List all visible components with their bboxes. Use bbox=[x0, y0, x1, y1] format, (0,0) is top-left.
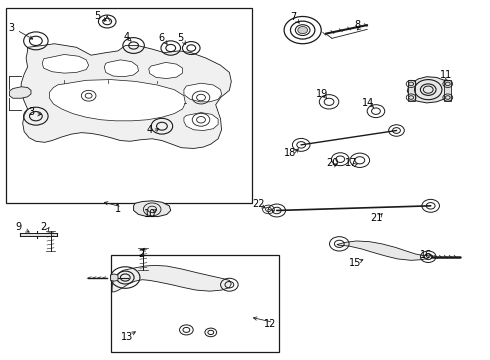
Text: 18: 18 bbox=[284, 148, 296, 158]
Bar bbox=[111, 255, 279, 352]
Polygon shape bbox=[149, 62, 182, 78]
Text: 15: 15 bbox=[349, 258, 361, 268]
Text: 3: 3 bbox=[8, 23, 15, 33]
Circle shape bbox=[298, 27, 308, 34]
Polygon shape bbox=[337, 241, 428, 260]
Text: 13: 13 bbox=[121, 332, 133, 342]
Text: 19: 19 bbox=[316, 89, 328, 99]
Text: 11: 11 bbox=[440, 70, 452, 80]
Text: 16: 16 bbox=[419, 250, 432, 260]
Polygon shape bbox=[21, 44, 231, 148]
Polygon shape bbox=[104, 60, 139, 77]
Text: 10: 10 bbox=[144, 209, 156, 219]
Polygon shape bbox=[112, 265, 231, 292]
Text: 22: 22 bbox=[252, 199, 265, 210]
Bar bbox=[5, 8, 252, 203]
Polygon shape bbox=[407, 77, 449, 103]
Polygon shape bbox=[184, 113, 218, 131]
Text: 1: 1 bbox=[115, 204, 121, 214]
Text: 3: 3 bbox=[28, 107, 34, 117]
Text: 4: 4 bbox=[123, 32, 130, 41]
Text: 7: 7 bbox=[290, 12, 296, 22]
Text: 17: 17 bbox=[345, 158, 358, 168]
Text: 12: 12 bbox=[264, 319, 276, 329]
Polygon shape bbox=[20, 233, 57, 235]
Text: 6: 6 bbox=[159, 33, 165, 43]
Text: 4: 4 bbox=[147, 125, 153, 135]
Text: 2: 2 bbox=[138, 248, 144, 258]
Polygon shape bbox=[9, 87, 31, 98]
Bar bbox=[444, 80, 451, 101]
Polygon shape bbox=[111, 274, 118, 281]
Text: 14: 14 bbox=[362, 98, 374, 108]
Bar bbox=[408, 80, 415, 101]
Text: 5: 5 bbox=[177, 33, 184, 43]
Text: 8: 8 bbox=[354, 20, 361, 30]
Text: 2: 2 bbox=[41, 222, 47, 232]
Polygon shape bbox=[134, 201, 171, 217]
Text: 9: 9 bbox=[16, 222, 22, 232]
Text: 20: 20 bbox=[326, 158, 338, 168]
Polygon shape bbox=[49, 80, 185, 121]
Text: 5: 5 bbox=[94, 11, 100, 21]
Text: 21: 21 bbox=[371, 213, 383, 223]
Polygon shape bbox=[42, 54, 89, 73]
Polygon shape bbox=[184, 83, 221, 102]
